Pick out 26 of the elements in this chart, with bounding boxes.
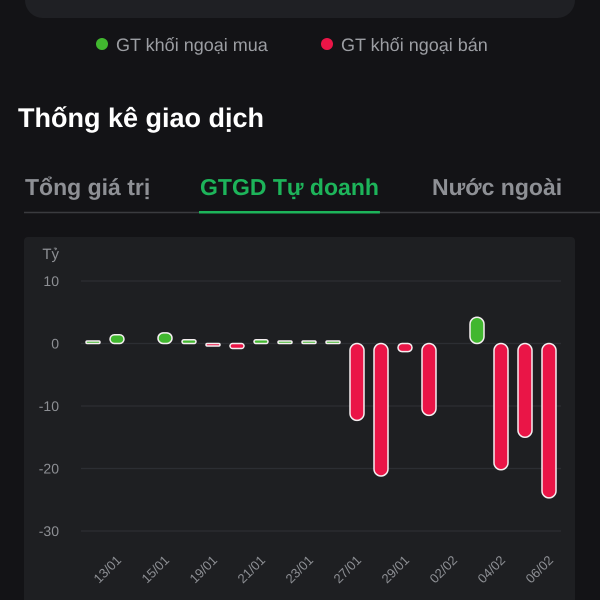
bar (205, 342, 221, 347)
text: Tổng giá trị (25, 174, 150, 200)
bar (85, 340, 101, 344)
bar (373, 342, 389, 477)
bar (325, 340, 341, 344)
bar (229, 342, 245, 350)
legend-label: GT khối ngoại bán (341, 35, 488, 55)
y-tick-label: 10 (43, 273, 60, 289)
bar (181, 339, 197, 344)
bar (517, 342, 533, 438)
bar (493, 342, 509, 470)
y-tick-label: -20 (38, 460, 60, 476)
bar (349, 342, 365, 422)
bar (301, 340, 317, 344)
y-axis-title: Tỷ (42, 246, 60, 263)
bar (253, 339, 269, 344)
y-tick-label: 0 (51, 336, 60, 352)
y-tick-label: -30 (38, 523, 60, 539)
y-tick-label: -10 (38, 398, 60, 414)
bar (541, 342, 557, 499)
legend-label: GT khối ngoại mua (116, 35, 269, 55)
text: Nước ngoài (432, 174, 562, 200)
bar (421, 342, 437, 416)
chart-subtitle: GTGD Tự doanh (200, 174, 379, 200)
bar (277, 340, 293, 344)
chart-title: Thống kê giao dịch (18, 103, 264, 133)
